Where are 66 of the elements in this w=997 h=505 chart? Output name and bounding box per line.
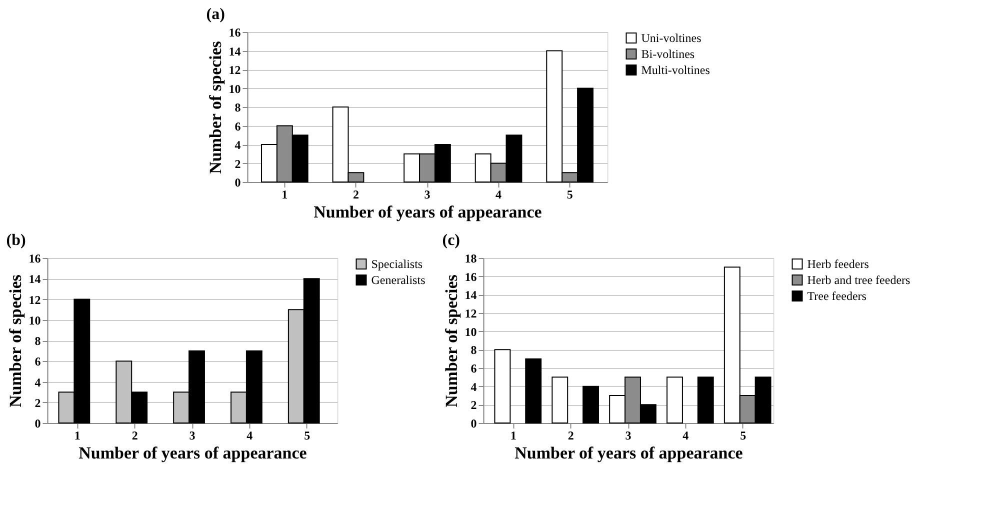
y-tick-label: 2 (234, 156, 241, 171)
y-tick-label: 10 (28, 313, 41, 328)
y-tick-label: 2 (470, 398, 477, 412)
y-tick-label: 10 (228, 82, 241, 96)
y-tick-label: 4 (470, 380, 477, 394)
x-tick-label: 5 (304, 428, 310, 442)
x-axis-title: Number of years of appearance (314, 202, 542, 222)
legend-label: Specialists (371, 257, 423, 271)
bar (525, 358, 542, 424)
y-tick-label: 6 (234, 119, 241, 134)
chart-title: (b) (6, 232, 26, 249)
y-tick-label: 0 (234, 176, 241, 190)
bar (582, 386, 599, 424)
x-tick-label: 3 (625, 428, 632, 442)
legend-label: Multi-voltines (641, 63, 710, 77)
y-tick-label: 12 (228, 63, 241, 77)
y-axis-title: Number of species (442, 274, 461, 408)
bar (697, 376, 714, 424)
legend-label: Uni-voltines (641, 31, 702, 45)
y-axis-title: Number of species (206, 40, 225, 174)
bar (494, 349, 511, 424)
x-tick-label: 1 (510, 428, 516, 442)
legend-label: Bi-voltines (641, 47, 695, 61)
x-tick-label: 3 (189, 428, 196, 442)
x-tick-label: 5 (566, 188, 573, 202)
y-tick-label: 14 (464, 288, 477, 302)
x-tick-label: 2 (352, 188, 359, 202)
y-tick-label: 4 (34, 375, 41, 390)
y-tick-label: 18 (464, 252, 477, 266)
x-tick-label: 2 (568, 428, 574, 442)
x-axis-title: Number of years of appearance (78, 444, 308, 462)
y-tick-label: 6 (34, 354, 41, 369)
x-tick-label: 2 (132, 428, 138, 442)
x-tick-label: 1 (282, 188, 288, 202)
y-tick-label: 0 (470, 416, 477, 430)
x-axis-title: Number of years of appearance (514, 444, 744, 462)
y-tick-label: 8 (470, 343, 477, 358)
x-tick-label: 1 (74, 428, 80, 442)
y-tick-label: 16 (228, 26, 241, 40)
y-tick-label: 14 (228, 44, 241, 58)
chart-title: (c) (442, 232, 460, 249)
legend-label: Generalists (371, 273, 426, 287)
y-tick-label: 0 (34, 416, 41, 430)
y-tick-label: 12 (464, 306, 477, 320)
legend-label: Tree feeders (807, 289, 867, 303)
x-tick-label: 4 (496, 188, 502, 202)
y-tick-label: 16 (464, 270, 477, 284)
y-tick-label: 8 (34, 334, 41, 348)
y-tick-label: 14 (28, 272, 41, 286)
y-tick-label: 12 (28, 292, 41, 307)
x-tick-label: 5 (740, 428, 746, 442)
y-tick-label: 4 (234, 138, 241, 152)
legend-label: Herb feeders (807, 257, 870, 271)
x-tick-label: 4 (246, 428, 253, 442)
legend-label: Herb and tree feeders (807, 273, 911, 287)
y-tick-label: 16 (28, 252, 41, 266)
bar (552, 376, 568, 424)
x-tick-label: 4 (682, 428, 689, 442)
x-tick-label: 3 (424, 188, 430, 202)
bar (666, 376, 683, 424)
y-tick-label: 8 (234, 100, 241, 114)
y-tick-label: 2 (34, 396, 41, 410)
y-axis-title: Number of species (6, 274, 25, 408)
y-tick-label: 6 (470, 362, 477, 376)
chart-title: (a) (206, 6, 225, 23)
y-tick-label: 10 (464, 324, 477, 339)
